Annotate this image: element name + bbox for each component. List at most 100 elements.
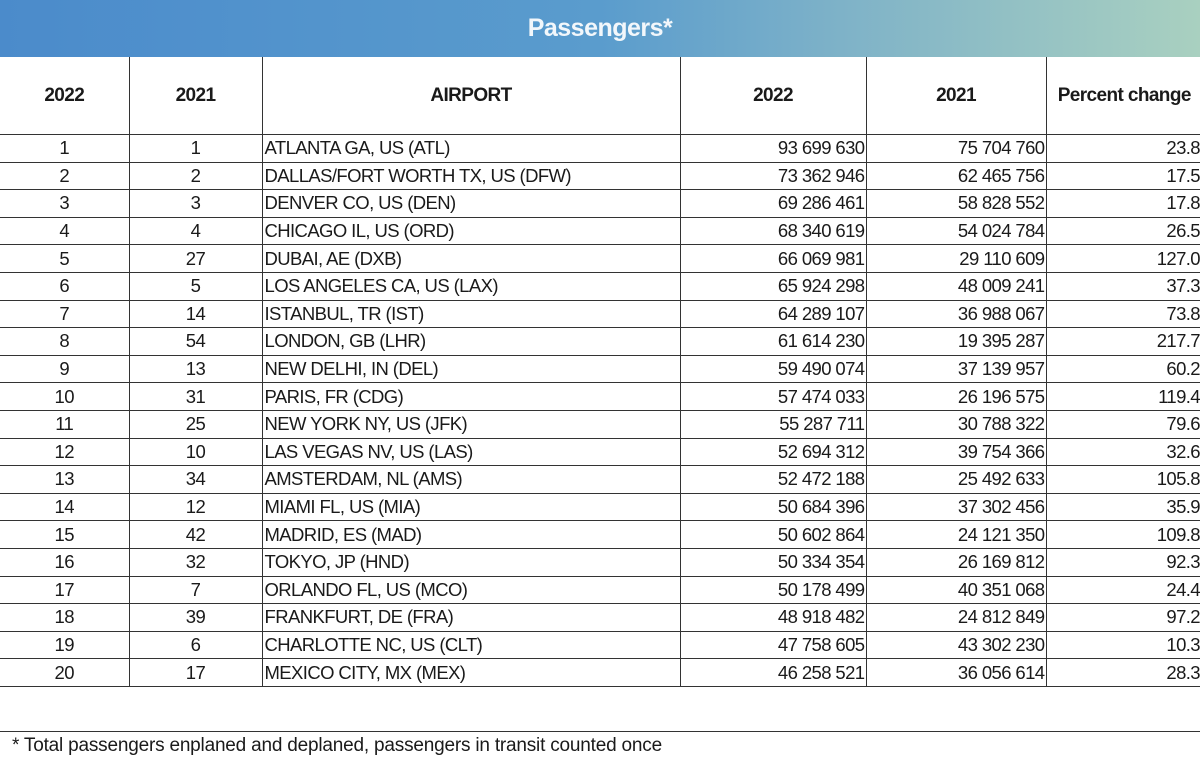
table-row: 8 54 LONDON, GB (LHR) 61 614 230 19 395 287 2… <box>0 327 1200 356</box>
passengers-2021-cell: 36 988 067 <box>865 299 1047 329</box>
airport-cell: MIAMI FL, US (MIA) <box>261 492 681 522</box>
rank-2021-cell: 13 <box>128 354 263 384</box>
table-row: 12 10 LAS VEGAS NV, US (LAS) 52 694 312 39 7… <box>0 437 1200 467</box>
passengers-2021-cell: 25 492 633 <box>865 465 1047 494</box>
percent-change-cell: 26.5 <box>1045 216 1200 246</box>
table-title: Passengers* <box>527 14 673 42</box>
passengers-2021-cell: 24 812 849 <box>865 603 1047 632</box>
rank-2022-cell: 15 <box>0 520 130 549</box>
rank-2022-cell: 17 <box>0 575 130 605</box>
passengers-2022-cell: 69 286 461 <box>679 189 867 218</box>
rank-2021-cell: 6 <box>128 630 263 660</box>
passengers-2021-cell: 62 465 756 <box>865 161 1047 191</box>
rank-2021-cell: 17 <box>128 658 263 687</box>
airport-cell: LAS VEGAS NV, US (LAS) <box>261 437 681 467</box>
table-row: 18 39 FRANKFURT, DE (FRA) 48 918 482 24 812 … <box>0 603 1200 632</box>
passengers-2021-cell: 75 704 760 <box>865 134 1047 163</box>
rank-2021-cell: 32 <box>128 547 263 577</box>
percent-change-cell: 105.8 <box>1045 465 1200 494</box>
airport-cell: DALLAS/FORT WORTH TX, US (DFW) <box>261 161 681 191</box>
rank-2022-cell: 11 <box>0 409 130 439</box>
table-row: 6 5 LOS ANGELES CA, US (LAX) 65 924 298 48 0… <box>0 271 1200 301</box>
passengers-2022-cell: 50 334 354 <box>679 547 867 577</box>
passengers-2022-cell: 52 694 312 <box>679 437 867 467</box>
passengers-2021-cell: 36 056 614 <box>865 658 1047 687</box>
airport-cell: LOS ANGELES CA, US (LAX) <box>261 271 681 301</box>
airport-cell: CHICAGO IL, US (ORD) <box>261 216 681 246</box>
passengers-2021-cell: 37 302 456 <box>865 492 1047 522</box>
rank-2021-cell: 54 <box>128 327 263 356</box>
table-row: 4 4 CHICAGO IL, US (ORD) 68 340 619 54 024 7… <box>0 216 1200 246</box>
airport-cell: ATLANTA GA, US (ATL) <box>261 134 681 163</box>
rank-2022-cell: 14 <box>0 492 130 522</box>
airport-cell: DENVER CO, US (DEN) <box>261 189 681 218</box>
percent-change-cell: 73.8 <box>1045 299 1200 329</box>
table-row: 10 31 PARIS, FR (CDG) 57 474 033 26 196 575 1… <box>0 382 1200 411</box>
rank-2021-cell: 14 <box>128 299 263 329</box>
rank-2021-cell: 31 <box>128 382 263 411</box>
passengers-2022-cell: 66 069 981 <box>679 244 867 273</box>
passengers-2021-cell: 29 110 609 <box>865 244 1047 273</box>
airport-cell: MADRID, ES (MAD) <box>261 520 681 549</box>
footnote: * Total passengers enplaned and deplaned… <box>0 731 1200 758</box>
rank-2022-cell: 1 <box>0 134 130 163</box>
percent-change-cell: 97.2 <box>1045 603 1200 632</box>
header-airport: AIRPORT <box>261 57 681 135</box>
percent-change-cell: 32.6 <box>1045 437 1200 467</box>
rank-2021-cell: 4 <box>128 216 263 246</box>
rank-2022-cell: 12 <box>0 437 130 467</box>
percent-change-cell: 127.0 <box>1045 244 1200 273</box>
header-row: 2022 2021 AIRPORT 2022 2021 Percent chan… <box>0 57 1200 135</box>
passengers-2022-cell: 50 602 864 <box>679 520 867 549</box>
passengers-2022-cell: 73 362 946 <box>679 161 867 191</box>
passengers-2022-cell: 52 472 188 <box>679 465 867 494</box>
passengers-2021-cell: 58 828 552 <box>865 189 1047 218</box>
passengers-2021-cell: 39 754 366 <box>865 437 1047 467</box>
passengers-2022-cell: 50 684 396 <box>679 492 867 522</box>
airport-cell: FRANKFURT, DE (FRA) <box>261 603 681 632</box>
rank-2022-cell: 10 <box>0 382 130 411</box>
rank-2021-cell: 39 <box>128 603 263 632</box>
percent-change-cell: 217.7 <box>1045 327 1200 356</box>
passengers-2021-cell: 37 139 957 <box>865 354 1047 384</box>
rank-2022-cell: 19 <box>0 630 130 660</box>
percent-change-cell: 109.8 <box>1045 520 1200 549</box>
passengers-2022-cell: 61 614 230 <box>679 327 867 356</box>
passengers-2022-cell: 55 287 711 <box>679 409 867 439</box>
passengers-2022-cell: 68 340 619 <box>679 216 867 246</box>
airport-cell: TOKYO, JP (HND) <box>261 547 681 577</box>
percent-change-cell: 10.3 <box>1045 630 1200 660</box>
rank-2022-cell: 5 <box>0 244 130 273</box>
rank-2022-cell: 3 <box>0 189 130 218</box>
airport-cell: LONDON, GB (LHR) <box>261 327 681 356</box>
table-row: 20 17 MEXICO CITY, MX (MEX) 46 258 521 36 05… <box>0 658 1200 687</box>
passengers-2022-cell: 57 474 033 <box>679 382 867 411</box>
percent-change-cell: 37.3 <box>1045 271 1200 301</box>
rank-2022-cell: 8 <box>0 327 130 356</box>
header-rank-2021: 2021 <box>128 57 263 135</box>
table-row: 5 27 DUBAI, AE (DXB) 66 069 981 29 110 609 12… <box>0 244 1200 273</box>
airport-cell: CHARLOTTE NC, US (CLT) <box>261 630 681 660</box>
rank-2022-cell: 16 <box>0 547 130 577</box>
percent-change-cell: 119.4 <box>1045 382 1200 411</box>
table-row: 13 34 AMSTERDAM, NL (AMS) 52 472 188 25 492 … <box>0 465 1200 494</box>
percent-change-cell: 79.6 <box>1045 409 1200 439</box>
rank-2022-cell: 6 <box>0 271 130 301</box>
airport-cell: PARIS, FR (CDG) <box>261 382 681 411</box>
title-banner: Passengers* <box>0 0 1200 57</box>
rank-2022-cell: 2 <box>0 161 130 191</box>
passengers-2022-cell: 93 699 630 <box>679 134 867 163</box>
passengers-2022-cell: 48 918 482 <box>679 603 867 632</box>
rank-2022-cell: 4 <box>0 216 130 246</box>
percent-change-cell: 23.8 <box>1045 134 1200 163</box>
rank-2022-cell: 18 <box>0 603 130 632</box>
rank-2021-cell: 7 <box>128 575 263 605</box>
table-row: 15 42 MADRID, ES (MAD) 50 602 864 24 121 350… <box>0 520 1200 549</box>
table-row: 19 6 CHARLOTTE NC, US (CLT) 47 758 605 43 30… <box>0 630 1200 660</box>
passengers-2021-cell: 54 024 784 <box>865 216 1047 246</box>
rank-2021-cell: 2 <box>128 161 263 191</box>
airport-cell: DUBAI, AE (DXB) <box>261 244 681 273</box>
passengers-2022-cell: 50 178 499 <box>679 575 867 605</box>
rank-2022-cell: 9 <box>0 354 130 384</box>
table-row: 1 1 ATLANTA GA, US (ATL) 93 699 630 75 704 7… <box>0 134 1200 163</box>
